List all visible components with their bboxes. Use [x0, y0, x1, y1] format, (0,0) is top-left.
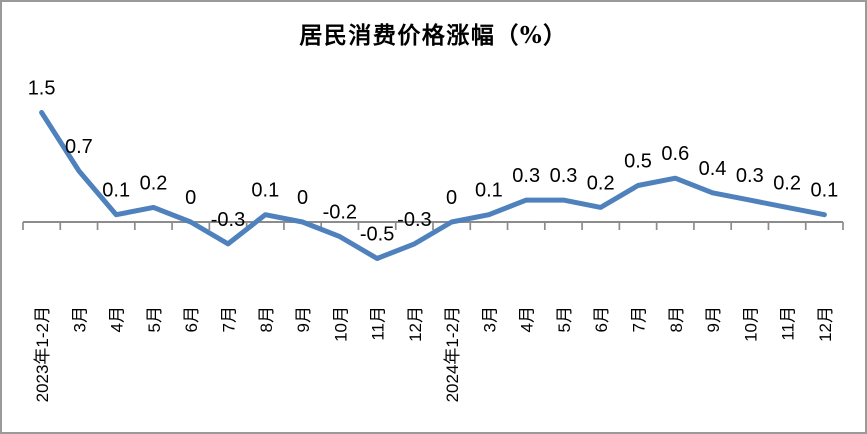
data-label: 0.1	[251, 180, 279, 202]
data-label: 0.1	[475, 180, 503, 202]
x-axis-label: 11月	[369, 306, 388, 341]
x-axis-label: 2023年1-2月	[33, 306, 52, 402]
data-label: 0	[185, 187, 196, 209]
data-label: -0.3	[211, 209, 245, 231]
x-axis-label: 4月	[108, 306, 127, 332]
x-axis-label: 5月	[145, 306, 164, 332]
x-axis-label: 12月	[816, 306, 835, 342]
data-label: 0.2	[587, 172, 615, 194]
data-label: 0	[446, 187, 457, 209]
x-axis-label: 9月	[294, 306, 313, 332]
x-axis-label: 9月	[704, 306, 723, 332]
data-label: 0.1	[102, 180, 130, 202]
x-axis-label: 12月	[406, 306, 425, 342]
x-axis-label: 11月	[779, 306, 798, 341]
x-axis-label: 3月	[480, 306, 499, 332]
data-label: 0.3	[512, 165, 540, 187]
data-label: 0.3	[550, 165, 578, 187]
data-label: 1.5	[28, 78, 56, 100]
x-axis-label: 3月	[70, 306, 89, 332]
x-axis-label: 2024年1-2月	[443, 306, 462, 402]
data-label: -0.5	[360, 224, 394, 246]
data-label: 0.2	[140, 172, 168, 194]
x-axis-label: 5月	[555, 306, 574, 332]
data-label: 0.3	[736, 165, 764, 187]
x-axis-label: 7月	[220, 306, 239, 332]
data-label: 0.1	[810, 180, 838, 202]
x-axis-label: 8月	[667, 306, 686, 332]
data-label: -0.3	[397, 209, 431, 231]
data-line	[39, 110, 827, 261]
x-axis-label: 10月	[331, 306, 350, 342]
data-label: 0.4	[699, 158, 727, 180]
data-label: 0	[297, 187, 308, 209]
x-axis-label: 8月	[257, 306, 276, 332]
data-label: 0.2	[773, 172, 801, 194]
data-label: 0.6	[661, 143, 689, 165]
chart-title: 居民消费价格涨幅（%）	[299, 22, 568, 49]
x-axis-label: 10月	[741, 306, 760, 342]
x-axis-label: 6月	[592, 306, 611, 332]
x-axis-label: 6月	[182, 306, 201, 332]
data-label: 0.5	[624, 151, 652, 173]
data-label: -0.2	[323, 202, 357, 224]
x-axis-label: 7月	[630, 306, 649, 332]
data-label: 0.7	[65, 136, 93, 158]
x-axis-label: 4月	[518, 306, 537, 332]
